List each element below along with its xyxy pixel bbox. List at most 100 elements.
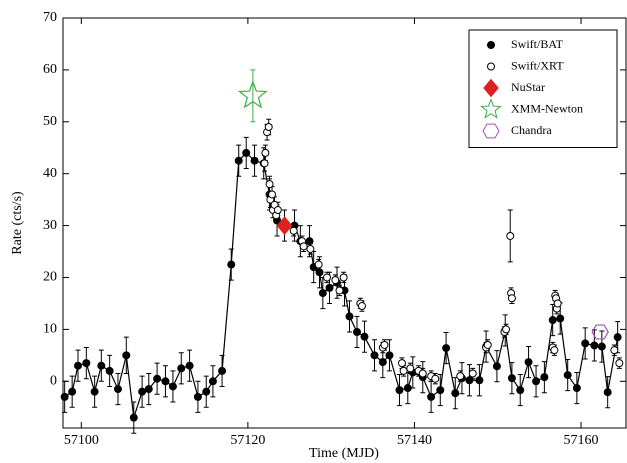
marker (218, 366, 227, 375)
marker (138, 387, 147, 396)
marker (406, 364, 415, 373)
marker (242, 148, 251, 157)
marker (261, 148, 270, 157)
x-tick-label: 57160 (564, 433, 599, 448)
marker (357, 302, 366, 311)
marker (380, 340, 389, 349)
marker (563, 371, 572, 380)
marker (318, 289, 327, 298)
marker (97, 361, 106, 370)
marker (483, 78, 499, 98)
marker (502, 325, 511, 334)
marker (305, 237, 314, 246)
marker (548, 316, 557, 325)
marker (339, 273, 348, 282)
marker (442, 344, 451, 353)
marker (335, 286, 344, 295)
marker (540, 373, 549, 382)
marker (177, 364, 186, 373)
marker (465, 376, 474, 385)
marker (193, 392, 202, 401)
marker (276, 216, 293, 235)
marker (399, 366, 408, 375)
marker (613, 333, 622, 342)
legend: Swift/BAT Swift/XRT NuStar XMM-Newton Chandr… (468, 29, 618, 148)
legend-label: XMM-Newton (511, 101, 583, 115)
marker (468, 369, 477, 378)
marker (73, 361, 82, 370)
marker (516, 386, 525, 395)
marker (273, 206, 282, 215)
marker (492, 362, 501, 371)
marker (550, 346, 559, 355)
x-tick-label: 57120 (230, 433, 265, 448)
marker (487, 62, 495, 71)
marker (250, 156, 259, 165)
marker (475, 376, 484, 385)
y-tick-label: 60 (43, 62, 57, 77)
marker (385, 351, 394, 360)
marker (532, 377, 541, 386)
marker (418, 369, 427, 378)
marker (591, 324, 609, 340)
marker (202, 387, 211, 396)
y-tick-label: 40 (43, 166, 57, 181)
error-bar (250, 69, 256, 123)
marker (480, 98, 502, 119)
marker (227, 260, 236, 269)
x-tick-label: 57140 (397, 433, 432, 448)
legend-label: Chandra (511, 123, 552, 137)
y-tick-label: 50 (43, 114, 57, 129)
legend-label: Swift/BAT (511, 37, 564, 51)
marker (90, 387, 99, 396)
marker (345, 312, 354, 321)
marker (306, 244, 315, 253)
marker (506, 231, 515, 240)
marker (289, 226, 298, 235)
marker (487, 41, 495, 49)
x-axis-label: Time (MJD) (309, 446, 379, 461)
y-axis-label: Rate (cts/s) (10, 191, 25, 255)
marker (237, 80, 268, 109)
marker (360, 332, 369, 341)
marker (60, 392, 69, 401)
marker (427, 392, 436, 401)
y-tick-label: 70 (43, 10, 57, 25)
y-tick-label: 0 (50, 374, 57, 389)
marker (615, 359, 624, 368)
marker (397, 359, 406, 368)
marker (572, 384, 581, 393)
marker (524, 358, 533, 367)
marker (323, 273, 332, 282)
marker (208, 377, 217, 386)
marker (507, 294, 516, 303)
marker (581, 339, 590, 348)
marker (113, 385, 122, 394)
marker (264, 122, 273, 131)
marker (553, 299, 562, 308)
marker (153, 374, 162, 383)
marker (603, 388, 612, 397)
legend-label: NuStar (511, 80, 545, 94)
y-tick-label: 10 (43, 322, 57, 337)
marker (105, 366, 114, 375)
marker (482, 123, 500, 139)
marker (370, 351, 379, 360)
marker (556, 314, 565, 323)
marker (331, 276, 340, 285)
marker (352, 327, 361, 336)
marker (610, 346, 619, 355)
marker (590, 341, 599, 350)
marker (265, 180, 274, 189)
marker (299, 242, 308, 251)
marker (431, 374, 440, 383)
marker (168, 382, 177, 391)
marker (315, 268, 324, 277)
marker (507, 374, 516, 383)
marker (597, 342, 606, 351)
marker (122, 351, 131, 360)
marker (161, 377, 170, 386)
plot-frame (62, 17, 627, 429)
marker (325, 283, 334, 292)
